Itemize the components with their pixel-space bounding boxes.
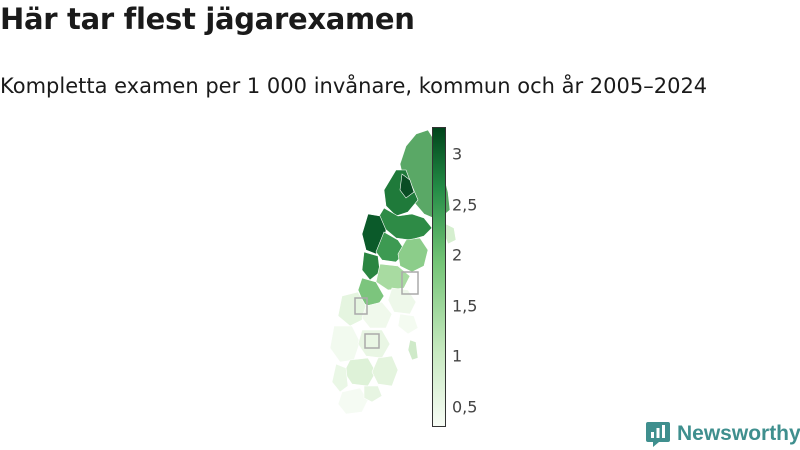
inset-box-malmo bbox=[364, 333, 380, 349]
color-scale-bar bbox=[432, 127, 446, 427]
tick-label: 0,5 bbox=[452, 397, 478, 417]
tick-label: 2,5 bbox=[452, 195, 478, 215]
tick-label: 1 bbox=[452, 346, 463, 366]
chart-subtitle: Kompletta examen per 1 000 invånare, kom… bbox=[0, 74, 708, 98]
newsworthy-brand[interactable]: Newsworthy bbox=[645, 420, 800, 448]
tick-label: 3 bbox=[452, 144, 463, 164]
chart-title: Här tar flest jägarexamen bbox=[0, 2, 415, 36]
region-harjedalen bbox=[361, 251, 381, 281]
region-vastmanland bbox=[361, 301, 393, 329]
brand-name: Newsworthy bbox=[677, 422, 800, 445]
region-varmland bbox=[337, 291, 367, 327]
inset-box-stockholm bbox=[401, 271, 419, 295]
region-stockholm bbox=[397, 313, 419, 335]
region-jonkoping bbox=[343, 357, 377, 387]
sweden-choropleth-map bbox=[329, 129, 457, 415]
region-kalmar bbox=[371, 355, 399, 387]
tick-label: 2 bbox=[452, 245, 463, 265]
region-vasternorrland bbox=[397, 237, 429, 273]
newsworthy-logo-icon bbox=[646, 422, 670, 447]
region-gotland bbox=[407, 339, 419, 361]
region-blekinge bbox=[363, 385, 383, 403]
inset-box-gothenburg bbox=[354, 297, 368, 315]
region-skane bbox=[337, 387, 369, 415]
tick-label: 1,5 bbox=[452, 296, 478, 316]
region-lappland-high bbox=[399, 173, 415, 199]
region-vastra-gotaland bbox=[329, 325, 361, 363]
region-halland bbox=[331, 363, 349, 393]
